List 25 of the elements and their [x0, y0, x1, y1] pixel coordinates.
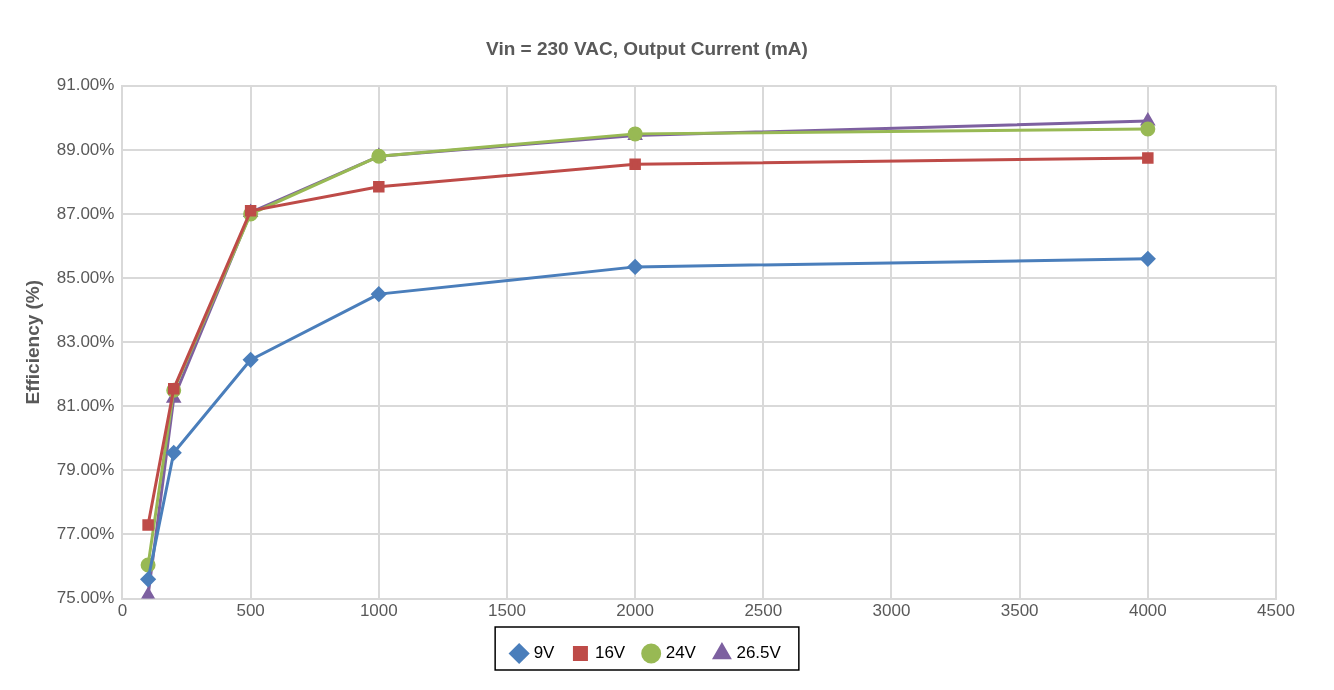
y-tick-label: 77.00% — [56, 524, 115, 544]
x-tick-label: 1000 — [359, 601, 398, 621]
y-tick-label: 85.00% — [56, 267, 115, 287]
y-tick-label: 79.00% — [56, 460, 115, 480]
x-tick-label: 1500 — [488, 601, 526, 621]
x-tick-label: 2000 — [616, 601, 655, 621]
x-tick-label: 2500 — [744, 601, 783, 621]
x-tick-label: 4500 — [1257, 601, 1295, 621]
x-tick-label: 500 — [236, 601, 265, 621]
y-tick-label: 87.00% — [56, 203, 115, 223]
chart-title: Vin = 230 VAC, Output Current (mA) — [486, 37, 808, 59]
x-tick-label: 3500 — [1000, 601, 1039, 621]
y-tick-label: 75.00% — [56, 588, 115, 608]
x-tick-label: 4000 — [1128, 601, 1167, 621]
y-tick-label: 83.00% — [56, 331, 115, 351]
y-tick-label: 81.00% — [56, 395, 115, 415]
x-tick-label: 0 — [117, 601, 128, 621]
legend-label: 9V — [533, 643, 556, 663]
legend-label: 24V — [665, 643, 697, 663]
y-axis-title: Efficiency (%) — [21, 279, 43, 405]
y-tick-label: 91.00% — [56, 75, 115, 95]
legend-label: 16V — [594, 643, 626, 663]
legend-label: 26.5V — [736, 643, 782, 663]
x-tick-label: 3000 — [872, 601, 911, 621]
y-tick-label: 89.00% — [56, 139, 115, 159]
